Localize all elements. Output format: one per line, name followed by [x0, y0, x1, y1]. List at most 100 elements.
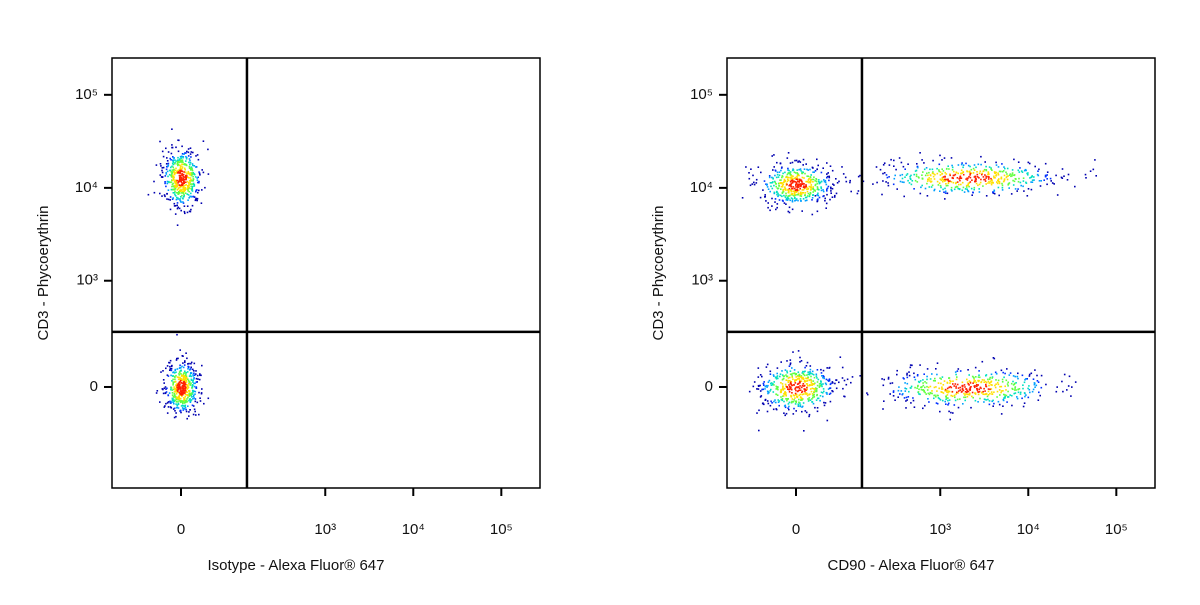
event-dot — [785, 392, 787, 394]
event-dot — [156, 390, 159, 392]
event-dot — [929, 385, 932, 388]
event-dot — [1026, 195, 1029, 197]
event-dot — [178, 184, 181, 186]
event-dot — [196, 197, 199, 200]
event-dot — [787, 179, 790, 182]
event-dot — [925, 393, 927, 395]
event-dot — [825, 202, 828, 205]
event-dot — [797, 350, 800, 352]
event-dot — [812, 380, 815, 382]
event-dot — [1000, 177, 1002, 180]
event-dot — [952, 412, 954, 414]
event-dot — [928, 186, 931, 188]
event-dot — [171, 162, 174, 165]
event-dot — [1027, 161, 1030, 164]
event-dot — [1000, 385, 1003, 388]
event-dot — [798, 181, 800, 183]
event-dot — [997, 383, 1000, 386]
event-dot — [161, 150, 164, 153]
event-dot — [183, 153, 185, 155]
event-dot — [193, 382, 195, 385]
event-dot — [1028, 375, 1031, 377]
event-dot — [817, 198, 819, 200]
event-dot — [773, 375, 775, 377]
event-dot — [787, 377, 790, 379]
event-dot — [1020, 184, 1022, 187]
event-dot — [984, 393, 986, 396]
event-dot — [771, 155, 773, 157]
event-dot — [798, 183, 800, 186]
event-dot — [191, 189, 193, 191]
event-dot — [949, 180, 951, 182]
event-dot — [985, 393, 987, 395]
event-dot — [193, 374, 196, 376]
event-dot — [159, 174, 162, 176]
event-dot — [789, 362, 792, 364]
event-dot — [972, 191, 974, 194]
event-dot — [179, 184, 182, 187]
event-dot — [803, 384, 806, 387]
event-dot — [190, 185, 192, 188]
event-dot — [990, 373, 993, 376]
event-dot — [194, 398, 197, 400]
event-dot — [177, 378, 180, 381]
event-dot — [170, 374, 172, 377]
event-dot — [785, 194, 787, 197]
event-dot — [190, 156, 192, 158]
event-dot — [781, 186, 784, 188]
event-dot — [188, 415, 190, 417]
event-dot — [794, 197, 796, 199]
event-dot — [774, 201, 776, 203]
event-dot — [981, 172, 983, 175]
event-dot — [179, 189, 181, 192]
event-dot — [179, 167, 182, 170]
event-dot — [798, 389, 801, 391]
event-dot — [780, 188, 782, 190]
event-dot — [794, 176, 797, 179]
event-dot — [805, 383, 808, 385]
event-dot — [772, 181, 774, 183]
event-dot — [170, 166, 172, 169]
event-dot — [990, 167, 992, 169]
event-dot — [1002, 398, 1005, 401]
event-dot — [766, 186, 769, 188]
event-dot — [768, 175, 771, 177]
event-dot — [946, 387, 949, 390]
event-dot — [783, 375, 786, 377]
event-dot — [972, 172, 975, 174]
event-dot — [166, 365, 169, 367]
event-dot — [933, 178, 936, 180]
event-dot — [792, 413, 795, 415]
event-dot — [198, 413, 200, 416]
event-dot — [789, 373, 792, 376]
event-dot — [804, 370, 806, 373]
event-dot — [188, 183, 190, 185]
event-dot — [814, 190, 816, 192]
event-dot — [1007, 381, 1009, 384]
event-dot — [956, 398, 959, 401]
event-dot — [926, 385, 928, 388]
event-dot — [801, 378, 803, 380]
event-dot — [949, 382, 951, 384]
event-dot — [962, 164, 965, 166]
event-dot — [166, 192, 168, 195]
event-dot — [766, 183, 768, 186]
event-dot — [945, 184, 948, 187]
event-dot — [828, 378, 831, 380]
event-dot — [991, 182, 993, 184]
event-dot — [942, 178, 944, 181]
event-dot — [1006, 167, 1009, 170]
event-dot — [1023, 190, 1025, 192]
event-dot — [918, 388, 920, 391]
event-dot — [181, 400, 183, 402]
event-dot — [175, 403, 177, 405]
event-dot — [188, 383, 190, 385]
event-dot — [804, 366, 806, 369]
event-dot — [800, 179, 803, 181]
event-dot — [173, 402, 175, 405]
event-dot — [912, 397, 914, 399]
event-dot — [893, 165, 895, 167]
event-dot — [191, 183, 194, 185]
event-dot — [787, 152, 790, 154]
event-dot — [820, 372, 823, 374]
